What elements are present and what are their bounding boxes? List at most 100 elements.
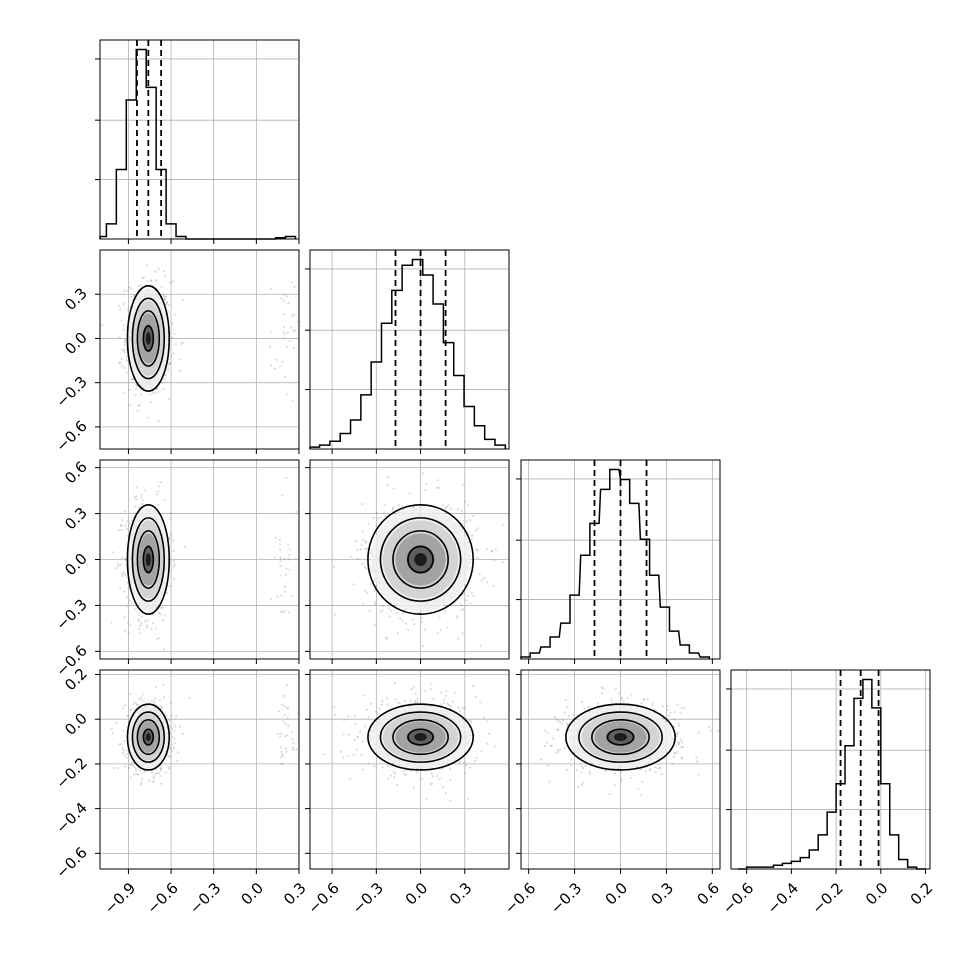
scatter-point: [129, 709, 132, 712]
scatter-point: [445, 690, 448, 693]
scatter-point: [143, 769, 146, 773]
scatter-point: [554, 718, 558, 721]
scatter-point: [403, 608, 406, 611]
scatter-point: [284, 747, 288, 750]
scatter-point: [352, 753, 355, 756]
scatter-point: [281, 611, 285, 614]
scatter-point: [654, 771, 657, 774]
scatter-point: [280, 297, 283, 300]
scatter-point: [126, 534, 129, 537]
scatter-point: [173, 563, 176, 566]
scatter-point: [292, 742, 295, 745]
scatter-point: [154, 391, 157, 395]
scatter-point: [451, 700, 455, 703]
scatter-point: [292, 346, 296, 350]
y-tick-label: 0.0: [61, 550, 91, 580]
scatter-point: [159, 613, 162, 616]
density-level: [145, 733, 151, 741]
scatter-point: [549, 744, 552, 748]
scatter-point: [122, 323, 125, 327]
scatter-point: [620, 698, 624, 701]
scatter-point: [124, 557, 127, 560]
y-tick-label: 0.3: [61, 284, 91, 314]
x-tick-label: −0.9: [101, 879, 139, 917]
scatter-point: [356, 735, 359, 738]
scatter-point: [359, 548, 363, 551]
scatter-point: [284, 585, 287, 588]
scatter-point: [149, 400, 152, 403]
scatter-point: [285, 750, 288, 753]
scatter-point: [356, 548, 359, 552]
scatter-point: [673, 718, 676, 721]
scatter-point: [334, 613, 337, 616]
scatter-point: [287, 707, 290, 710]
scatter-point: [392, 770, 395, 773]
scatter-point: [173, 729, 176, 732]
scatter-point: [139, 284, 142, 287]
scatter-point: [393, 681, 396, 685]
scatter-point: [163, 274, 167, 277]
scatter-point: [290, 326, 293, 329]
scatter-point: [127, 714, 130, 717]
scatter-point: [680, 706, 683, 709]
scatter-point: [342, 756, 345, 759]
y-tick-label: −0.2: [52, 754, 90, 792]
scatter-point: [360, 543, 363, 546]
scatter-point: [398, 617, 402, 620]
scatter-point: [279, 746, 282, 749]
scatter-point: [169, 517, 172, 521]
scatter-point: [290, 314, 294, 317]
scatter-point: [126, 290, 129, 293]
scatter-point: [151, 391, 155, 394]
scatter-point: [291, 746, 294, 749]
scatter-point: [286, 734, 289, 737]
scatter-point: [486, 742, 489, 746]
scatter-point: [352, 583, 355, 586]
scatter-point: [132, 294, 135, 297]
scatter-point: [462, 483, 466, 487]
scatter-point: [600, 686, 603, 689]
scatter-point: [129, 624, 132, 627]
scatter-point: [675, 744, 678, 747]
scatter-point: [165, 300, 169, 304]
scatter-point: [440, 691, 443, 694]
scatter-point: [472, 685, 475, 688]
scatter-point: [502, 523, 505, 526]
scatter-point: [134, 769, 138, 772]
scatter-point: [485, 548, 488, 551]
scatter-point: [482, 716, 486, 720]
scatter-point: [142, 276, 145, 279]
panel-frame: [309, 459, 510, 660]
x-tick-label: −0.6: [501, 879, 539, 917]
scatter-point: [157, 636, 161, 640]
scatter-point: [135, 703, 138, 706]
scatter-point: [613, 783, 616, 787]
scatter-point: [413, 701, 416, 704]
scatter-point: [160, 285, 163, 289]
scatter-point: [133, 773, 136, 776]
scatter-point: [155, 772, 159, 775]
scatter-point: [156, 490, 160, 493]
scatter-point: [141, 699, 144, 703]
scatter-point: [172, 565, 175, 568]
scatter-point: [436, 486, 439, 489]
scatter-point: [157, 267, 160, 270]
scatter-point: [119, 308, 122, 311]
scatter-point: [557, 750, 560, 753]
scatter-point: [168, 585, 172, 588]
scatter-point: [347, 715, 350, 718]
scatter-point: [391, 510, 394, 513]
scatter-point: [567, 714, 570, 717]
scatter-point: [408, 492, 411, 495]
scatter-point: [279, 564, 282, 568]
scatter-point: [442, 786, 445, 789]
scatter-point: [294, 557, 297, 561]
scatter-point: [129, 377, 132, 381]
contour-line: [392, 719, 449, 756]
scatter-point: [449, 507, 452, 510]
scatter-point: [165, 301, 169, 305]
scatter-point: [111, 551, 114, 554]
scatter-point: [131, 761, 134, 764]
scatter-point: [415, 771, 418, 774]
scatter-point: [283, 557, 286, 561]
